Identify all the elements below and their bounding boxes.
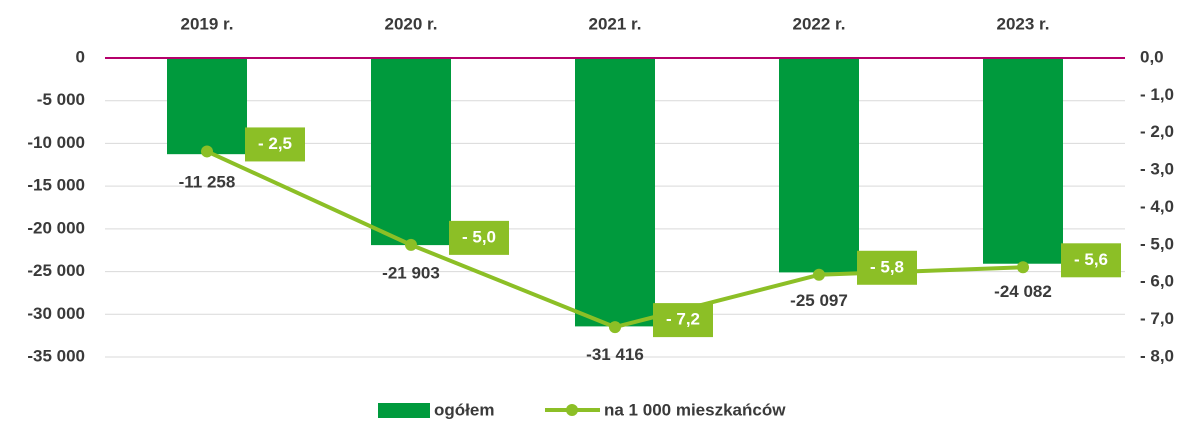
category-label: 2021 r. xyxy=(589,14,642,33)
legend-label: na 1 000 mieszkańców xyxy=(604,400,786,419)
line-point xyxy=(405,238,417,251)
y-tick-label: -15 000 xyxy=(27,176,85,195)
legend-label: ogółem xyxy=(434,400,494,419)
line-value-label: - 2,5 xyxy=(258,134,292,153)
line-value-label: - 7,2 xyxy=(666,310,700,329)
line-value-label: - 5,8 xyxy=(870,257,904,276)
y-tick-label: -20 000 xyxy=(27,218,85,237)
category-label: 2019 r. xyxy=(181,14,234,33)
line-label-box xyxy=(857,250,917,285)
bar xyxy=(983,58,1063,264)
bar-value-label: -25 097 xyxy=(790,291,848,310)
line-value-label: - 5,0 xyxy=(462,227,496,246)
line-point xyxy=(201,145,213,158)
line-label-box xyxy=(449,220,509,255)
bar-value-label: -11 258 xyxy=(179,173,236,192)
y2-tick-label: - 7,0 xyxy=(1140,309,1174,328)
line-label-box xyxy=(245,127,305,162)
y-tick-label: -30 000 xyxy=(27,304,85,323)
line-value-label: - 5,6 xyxy=(1074,250,1108,269)
line-label-box xyxy=(1061,243,1121,278)
y2-tick-label: - 5,0 xyxy=(1140,234,1174,253)
y-tick-label: -25 000 xyxy=(27,261,85,280)
y-tick-label: -10 000 xyxy=(27,133,85,152)
category-label: 2023 r. xyxy=(997,14,1050,33)
y2-tick-label: - 2,0 xyxy=(1140,122,1174,141)
y2-tick-label: 0,0 xyxy=(1140,47,1164,66)
line-label-box xyxy=(653,303,713,338)
y2-tick-label: - 8,0 xyxy=(1140,346,1174,365)
legend-swatch xyxy=(378,403,430,418)
line-point xyxy=(813,268,825,281)
y2-tick-label: - 6,0 xyxy=(1140,272,1174,291)
bar xyxy=(167,58,247,155)
bar-value-label: -31 416 xyxy=(586,345,644,364)
bar xyxy=(779,58,859,273)
line-point xyxy=(609,321,621,334)
y2-tick-label: - 1,0 xyxy=(1140,85,1174,104)
line-point xyxy=(1017,261,1029,274)
category-label: 2022 r. xyxy=(793,14,846,33)
legend-marker xyxy=(566,404,578,416)
y-tick-label: 0 xyxy=(76,47,85,66)
bar xyxy=(575,58,655,327)
y2-tick-label: - 4,0 xyxy=(1140,197,1174,216)
y-tick-label: -35 000 xyxy=(27,346,85,365)
bar-value-label: -21 903 xyxy=(382,264,440,283)
bar xyxy=(371,58,451,246)
y2-tick-label: - 3,0 xyxy=(1140,160,1174,179)
y-tick-label: -5 000 xyxy=(37,90,85,109)
category-label: 2020 r. xyxy=(385,14,438,33)
bar-value-label: -24 082 xyxy=(994,282,1052,301)
